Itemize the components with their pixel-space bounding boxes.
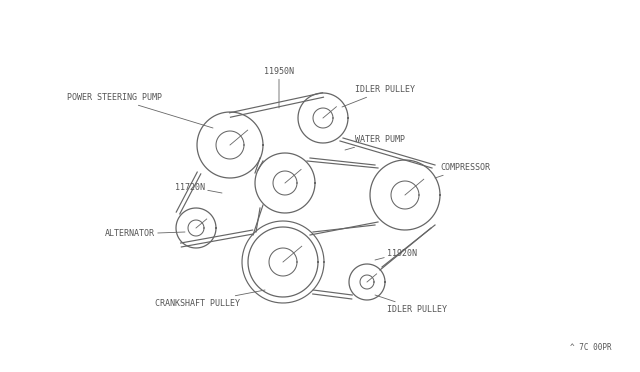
- Text: WATER PUMP: WATER PUMP: [345, 135, 405, 150]
- Text: CRANKSHAFT PULLEY: CRANKSHAFT PULLEY: [155, 290, 265, 308]
- Text: POWER STEERING PUMP: POWER STEERING PUMP: [67, 93, 213, 128]
- Text: 11920N: 11920N: [375, 248, 417, 260]
- Text: ALTERNATOR: ALTERNATOR: [105, 230, 185, 238]
- Text: COMPRESSOR: COMPRESSOR: [435, 164, 490, 178]
- Text: ^ 7C 00PR: ^ 7C 00PR: [570, 343, 612, 353]
- Text: 11720N: 11720N: [175, 183, 222, 193]
- Text: IDLER PULLEY: IDLER PULLEY: [342, 86, 415, 107]
- Text: IDLER PULLEY: IDLER PULLEY: [375, 295, 447, 314]
- Text: 11950N: 11950N: [264, 67, 294, 108]
